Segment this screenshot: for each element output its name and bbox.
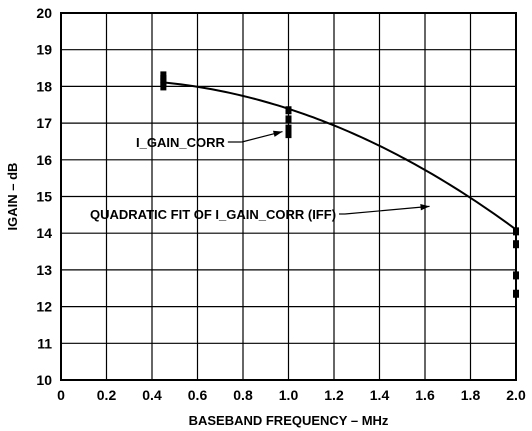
y-tick-label: 18	[36, 78, 52, 94]
quadratic-fit-line	[163, 81, 517, 231]
y-tick-label: 11	[37, 335, 52, 351]
y-tick-label: 16	[36, 152, 52, 168]
y-tick-label: 19	[36, 42, 52, 58]
data-point	[285, 115, 292, 124]
x-tick-label: 0.4	[142, 387, 162, 403]
annotation-label: I_GAIN_CORR	[136, 135, 225, 150]
plot-frame	[60, 12, 517, 381]
data-markers	[160, 71, 519, 298]
x-tick-label: 1.8	[461, 387, 481, 403]
annotation-label: QUADRATIC FIT OF I_GAIN_CORR (IFF)	[90, 207, 336, 222]
grid-lines	[60, 12, 517, 381]
y-tick-label: 15	[36, 189, 52, 205]
x-tick-label: 1.2	[324, 387, 344, 403]
y-tick-label: 10	[36, 372, 52, 388]
x-tick-label: 1.4	[370, 387, 390, 403]
annotations: I_GAIN_CORR QUADRATIC FIT OF I_GAIN_CORR …	[90, 130, 430, 222]
x-tick-label: 0.6	[188, 387, 208, 403]
x-tick-label: 1.6	[415, 387, 435, 403]
tick-labels: 0 0.2 0.4 0.6 0.8 1.0 1.2 1.4 1.6 1.8 2.0 10 11 12 13 1…	[36, 5, 526, 403]
y-axis-label: IGAIN – dB	[5, 163, 20, 231]
y-tick-label: 13	[36, 262, 52, 278]
y-tick-label: 14	[36, 225, 52, 241]
x-tick-label: 0	[57, 387, 65, 403]
y-tick-label: 12	[36, 299, 52, 315]
arrowhead	[272, 130, 283, 137]
data-point	[285, 130, 292, 139]
x-tick-label: 0.8	[233, 387, 253, 403]
data-point	[285, 124, 292, 133]
leader-line	[344, 205, 430, 215]
data-point	[285, 106, 292, 115]
x-tick-label: 1.0	[279, 387, 299, 403]
x-tick-label: 0.2	[97, 387, 117, 403]
x-tick-label: 2.0	[506, 387, 526, 403]
fit-curve-layer	[163, 81, 517, 231]
x-axis-label: BASEBAND FREQUENCY – MHz	[189, 413, 389, 428]
data-point	[160, 82, 167, 91]
arrowhead	[420, 204, 430, 211]
y-tick-label: 20	[36, 5, 52, 21]
y-tick-label: 17	[36, 115, 52, 131]
